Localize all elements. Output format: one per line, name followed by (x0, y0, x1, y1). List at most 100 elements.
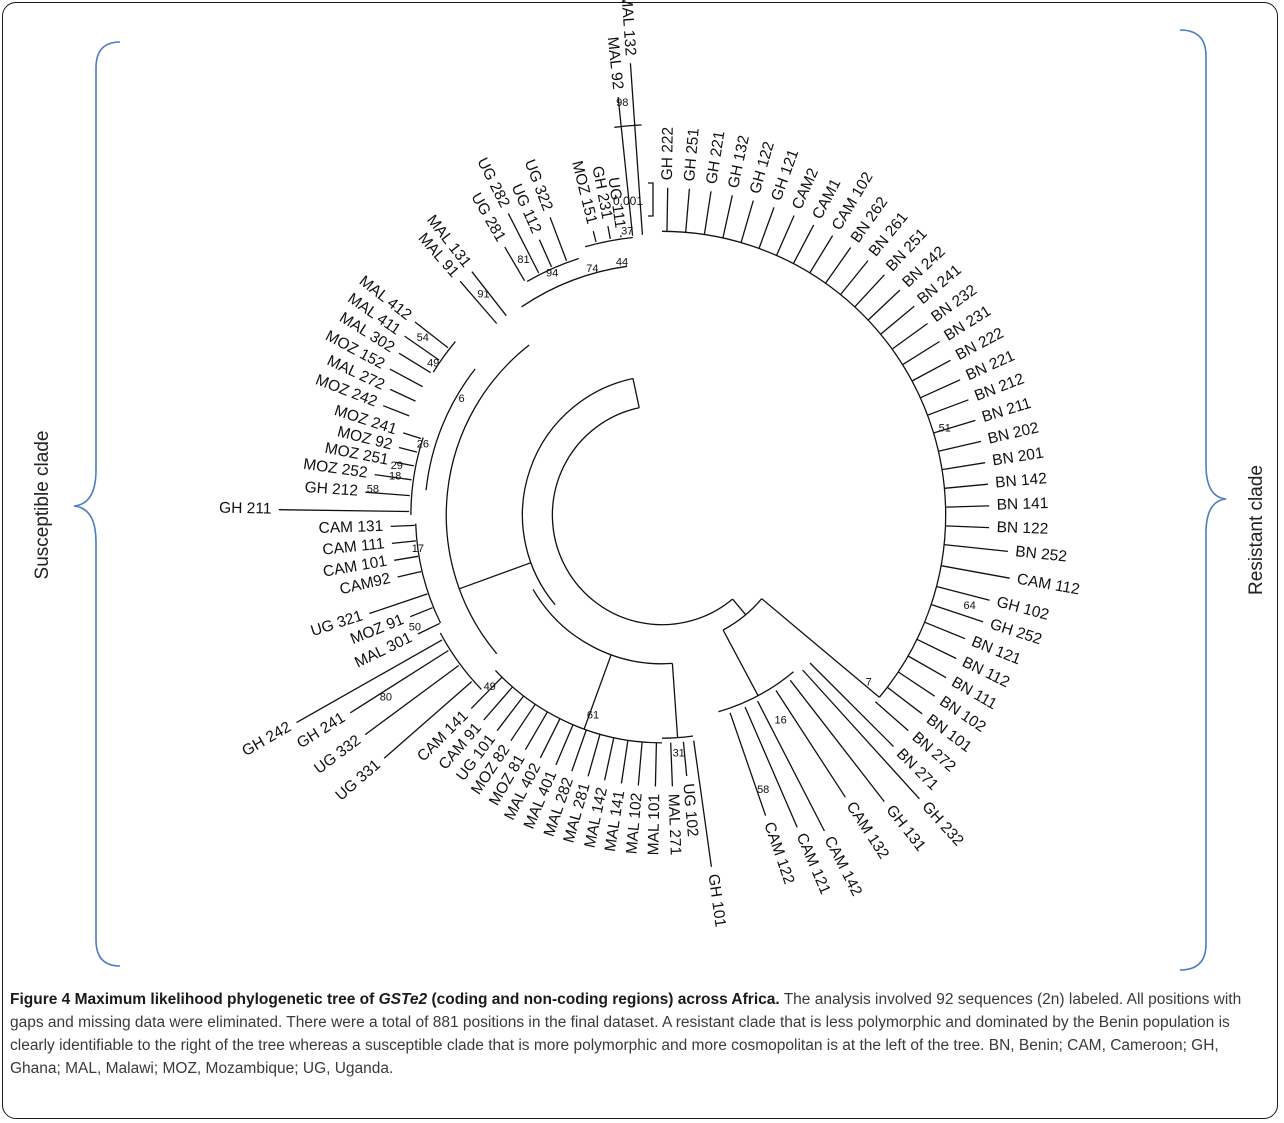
tip-branch (483, 686, 513, 721)
tip-branch (945, 505, 990, 508)
tip-label: GH 222 (659, 127, 677, 181)
tip-branch (854, 274, 885, 308)
tip-label: GH 221 (703, 130, 728, 185)
tip-branch (867, 289, 901, 321)
bootstrap-value: 98 (616, 97, 628, 109)
tip-branch (874, 701, 909, 732)
bootstrap-value: 50 (409, 622, 421, 634)
tip-branch (880, 305, 915, 335)
tree-branch (761, 598, 880, 698)
tip-branch (417, 622, 440, 635)
tree-branch (521, 377, 634, 606)
tree-branch (494, 669, 663, 744)
tip-branch (349, 649, 449, 714)
caption-gene: GSTe2 (378, 991, 428, 1008)
tip-branch (383, 681, 473, 759)
tip-label: GH 242 (239, 719, 294, 760)
tip-branch (369, 593, 428, 615)
tip-branch (470, 676, 503, 709)
tip-branch (364, 664, 460, 736)
tip-label: UG 102 (679, 783, 701, 838)
tree-branch (614, 124, 642, 128)
tip-branch (897, 671, 936, 697)
bootstrap-value: 91 (477, 289, 489, 301)
tip-branch (587, 734, 601, 777)
bootstrap-value: 61 (587, 709, 599, 721)
tip-branch (936, 585, 990, 601)
tip-branch (571, 729, 587, 772)
tree-branch (932, 431, 947, 506)
tip-branch (395, 461, 415, 467)
tip-branch (365, 491, 410, 497)
tip-branch (538, 239, 553, 268)
root-arc (551, 407, 733, 626)
tip-label: BN 142 (995, 470, 1048, 491)
tip-branch (824, 247, 852, 284)
tip-branch (722, 195, 733, 239)
tip-branch (504, 246, 526, 282)
tip-branch (920, 379, 961, 399)
tip-branch (775, 215, 795, 256)
tip-label: CAM 132 (843, 799, 892, 862)
bootstrap-value: 80 (380, 692, 392, 704)
tip-label: MAL 271 (665, 793, 684, 855)
tip-label: BN 252 (1014, 543, 1067, 565)
tree-branch (459, 562, 532, 590)
tree-branch (583, 654, 612, 730)
tip-branch (789, 679, 885, 802)
tip-branch (907, 655, 947, 679)
tip-branch (654, 742, 658, 787)
tip-branch (703, 191, 712, 235)
tip-branch (390, 524, 415, 528)
tip-label: MAL 102 (623, 792, 645, 855)
tip-branch (911, 359, 951, 382)
tip-branch (666, 187, 669, 232)
tip-branch (524, 711, 548, 751)
tip-branch (394, 555, 419, 561)
scale-bar: 0.001 (613, 182, 654, 217)
tip-branch (744, 706, 798, 828)
tip-branch (278, 509, 410, 513)
bootstrap-value: 81 (517, 254, 529, 266)
tip-branch (938, 440, 982, 452)
bootstrap-value: 16 (774, 714, 786, 726)
tip-branch (549, 217, 568, 262)
tree-branch (521, 265, 628, 308)
tip-branch (507, 213, 540, 274)
tree-branch (732, 598, 747, 616)
caption-title: Figure 4 Maximum likelihood phylogenetic… (10, 991, 780, 1008)
tip-branch (607, 225, 611, 240)
tip-label: UG 331 (332, 756, 383, 804)
tip-branch (382, 405, 410, 417)
tip-label: CAM 111 (322, 535, 386, 558)
tip-label: GH 211 (219, 500, 272, 518)
tip-branch (757, 700, 825, 832)
tip-branch (496, 695, 525, 732)
tree-branch (425, 368, 476, 491)
tip-branch (944, 543, 1008, 553)
tree-branch (661, 735, 694, 739)
tip-branch (944, 483, 988, 489)
tip-branch (637, 741, 643, 786)
tip-label: GH 251 (681, 127, 703, 182)
bootstrap-value: 18 (389, 470, 401, 482)
caption-body: The analysis involved 92 sequences (2n) … (10, 991, 1242, 1077)
tip-branch (592, 231, 597, 243)
tip-branch (682, 741, 688, 777)
tip-branch (924, 621, 966, 640)
tip-branch (729, 712, 767, 816)
tip-branch (620, 740, 629, 784)
figure-caption: Figure 4 Maximum likelihood phylogenetic… (10, 988, 1272, 1080)
tip-branch (940, 565, 1010, 579)
tip-branch (391, 540, 417, 545)
tip-label: MAL 101 (645, 794, 663, 856)
bootstrap-value: 17 (412, 543, 424, 555)
tip-branch (510, 703, 536, 742)
tree-branch (526, 257, 579, 282)
tip-branch (941, 462, 986, 471)
tip-branch (809, 662, 894, 747)
tip-label: GH 212 (304, 479, 358, 500)
